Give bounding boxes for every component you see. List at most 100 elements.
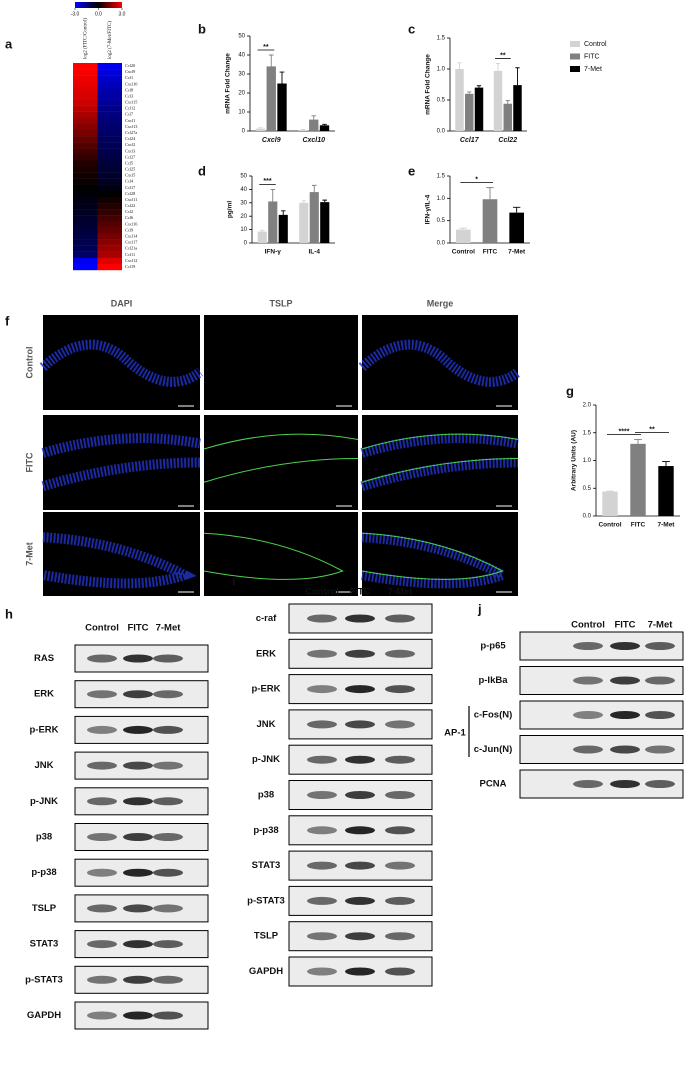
micrograph <box>204 315 358 410</box>
protein-label: JNK <box>256 719 275 730</box>
tslp-stain <box>203 433 359 483</box>
row-label: Ccl4 <box>125 179 134 184</box>
protein-label: STAT3 <box>252 860 281 871</box>
y-tick-label: 0.0 <box>437 241 446 247</box>
heatmap-cell <box>73 75 98 82</box>
x-tick-label: Ccl22 <box>498 137 517 144</box>
blot-band <box>345 861 375 870</box>
y-tick-label: 30 <box>238 72 245 78</box>
blot-band <box>307 791 337 799</box>
blot-band <box>610 676 640 685</box>
error-bar <box>662 461 670 467</box>
legend-label: 7-Met <box>584 66 602 73</box>
lane-label: 7-Met <box>388 587 414 598</box>
protein-label: p-JNK <box>30 796 58 807</box>
blot-band <box>123 1011 153 1020</box>
heatmap-cell <box>97 221 122 228</box>
lane-label: Control <box>85 623 119 634</box>
lane-label: FITC <box>349 587 370 598</box>
y-tick-label: 50 <box>240 174 247 180</box>
significance-label: ** <box>500 52 506 59</box>
blot-band <box>87 975 117 984</box>
row-label: Ccl27a <box>125 130 137 135</box>
heatmap-cell <box>97 209 122 216</box>
row-label: Ccl24 <box>125 136 136 141</box>
heatmap-cell <box>97 136 122 143</box>
bar <box>277 83 287 131</box>
blot-band <box>153 761 183 770</box>
heatmap-cell <box>97 166 122 173</box>
tslp-stain <box>361 433 519 483</box>
heatmap-cell <box>97 245 122 252</box>
heatmap-cell <box>73 148 98 155</box>
y-axis-label: pg/ml <box>227 201 234 219</box>
protein-label: STAT3 <box>30 939 59 950</box>
heatmap-cell <box>73 105 98 112</box>
error-bar <box>467 91 472 94</box>
blot-band <box>153 654 183 663</box>
blot-band <box>345 755 375 764</box>
heatmap-cell <box>97 81 122 88</box>
error-bar <box>279 71 285 84</box>
legend-label: Control <box>584 41 607 48</box>
blot-band <box>385 791 415 799</box>
protein-label: p38 <box>36 832 52 843</box>
heatmap-cell <box>97 203 122 210</box>
blot-band <box>385 932 415 941</box>
row-label: Ccl25 <box>125 167 135 172</box>
blot-band <box>385 861 415 870</box>
x-tick-label: 7-Met <box>508 249 526 256</box>
blot-band <box>87 833 117 841</box>
protein-label: JNK <box>34 760 53 771</box>
heatmap-cell <box>97 178 122 185</box>
heatmap-cell <box>73 99 98 106</box>
y-tick-label: 1.5 <box>437 174 446 180</box>
heatmap-cell <box>97 215 122 222</box>
protein-label: GAPDH <box>27 1010 61 1021</box>
row-label: Ccl19 <box>125 264 135 269</box>
significance-label: **** <box>619 428 630 435</box>
y-tick-label: 10 <box>238 110 245 116</box>
bar <box>513 85 522 131</box>
panel-label: c <box>408 21 415 36</box>
blot-band <box>87 761 117 770</box>
legend-label: FITC <box>584 53 600 60</box>
blot-band <box>307 826 337 835</box>
error-bar <box>270 188 276 202</box>
blot-band <box>573 642 603 650</box>
error-bar <box>606 490 614 492</box>
lane-label: FITC <box>614 620 635 631</box>
blot-band <box>87 797 117 806</box>
heatmap-cell <box>97 227 122 234</box>
protein-label: p-ERK <box>29 724 58 735</box>
bar <box>299 202 309 243</box>
colorbar-tick-label: 0.0 <box>95 11 102 17</box>
heatmap-cell <box>73 178 98 185</box>
protein-label: TSLP <box>32 903 57 914</box>
row-label: Ccl7 <box>125 112 134 117</box>
heatmap-cell <box>97 190 122 198</box>
heatmap-cell <box>97 129 122 137</box>
panel-label: f <box>5 313 10 328</box>
colorbar <box>75 2 122 8</box>
error-bar <box>495 62 501 71</box>
blot-band <box>123 654 153 663</box>
row-label: Ccl8 <box>125 87 133 92</box>
blot-band <box>87 690 117 699</box>
heatmap-cell <box>97 184 122 192</box>
heatmap-cell <box>73 154 98 161</box>
bar <box>309 192 319 243</box>
blot-band <box>87 654 117 663</box>
tslp-stain <box>361 532 504 580</box>
row-label: Ccl12 <box>125 106 135 111</box>
blot-band <box>610 642 640 650</box>
blot-band <box>153 868 183 877</box>
y-tick-label: 0.0 <box>583 514 592 520</box>
blot-band <box>385 967 415 976</box>
lane-label: FITC <box>127 623 148 634</box>
heatmap-cell <box>73 81 98 88</box>
micrograph <box>204 415 358 510</box>
blot-band <box>385 685 415 694</box>
bar <box>455 69 464 131</box>
row-label: Cxcl14 <box>125 233 138 238</box>
